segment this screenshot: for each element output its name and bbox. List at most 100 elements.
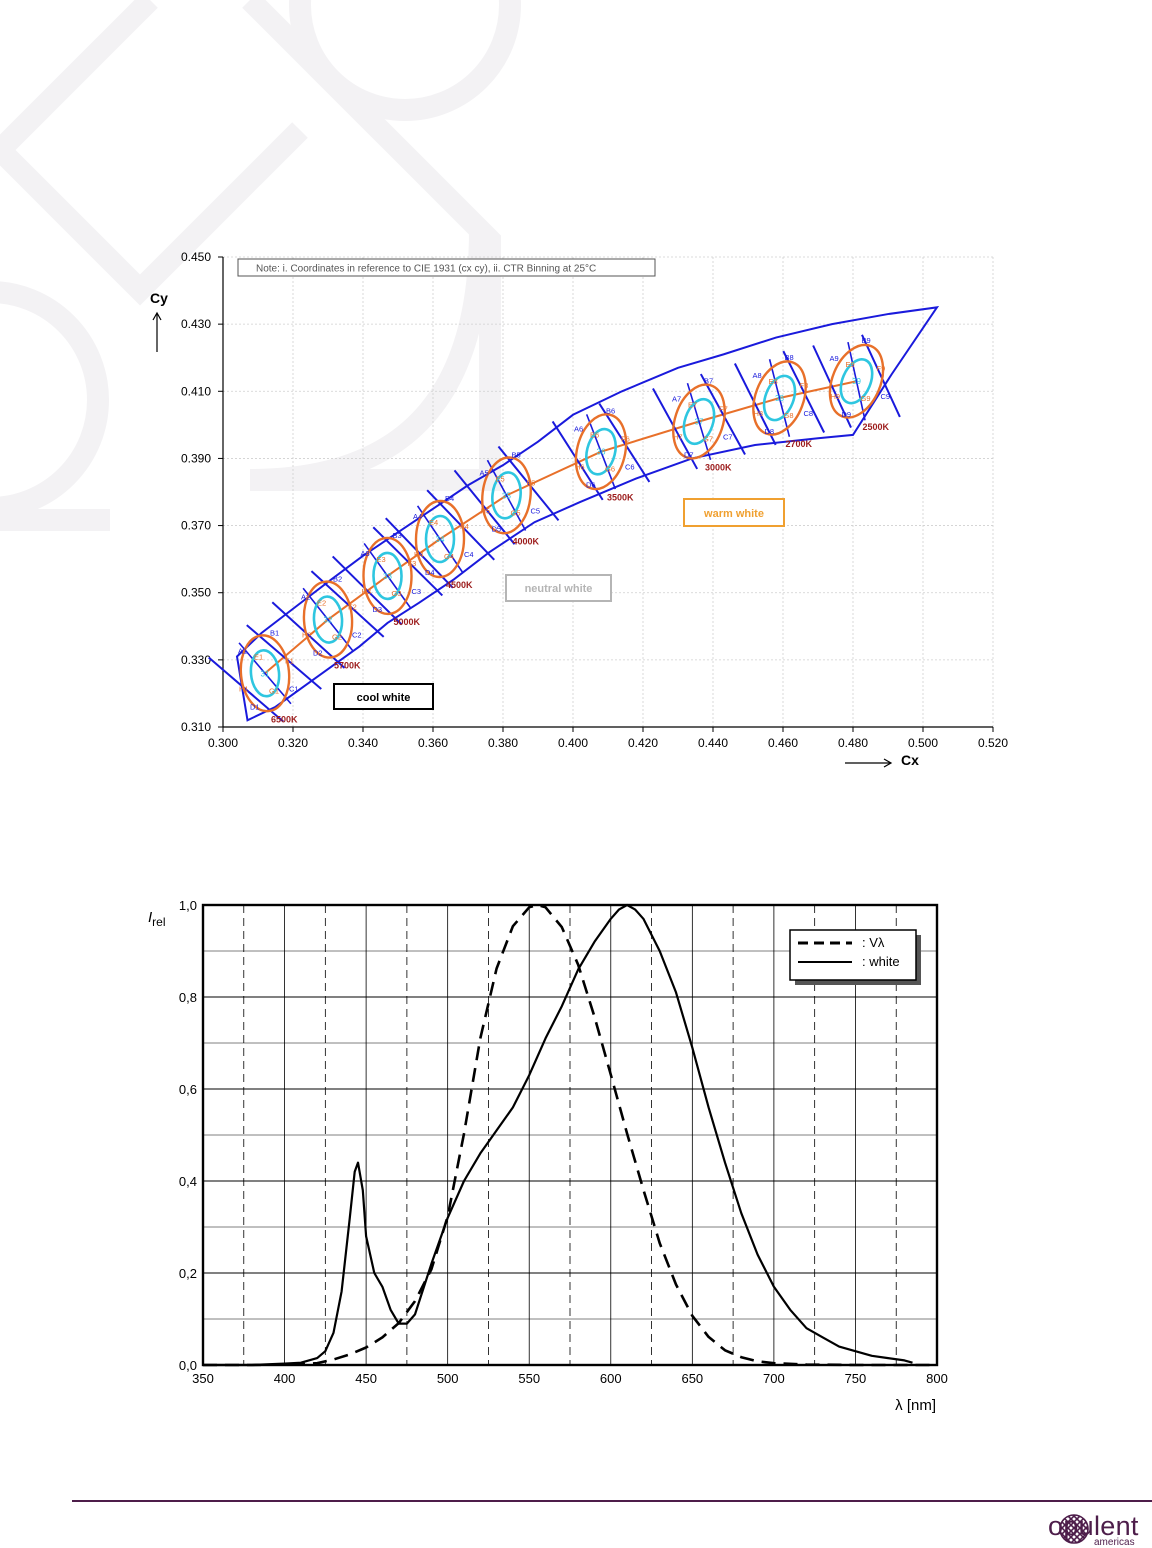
- bin-label: A4: [413, 512, 422, 521]
- region-cool-text: cool white: [357, 692, 411, 704]
- bin-label: E7: [688, 401, 697, 410]
- bin-label: B7: [704, 377, 713, 386]
- x-tick-label: 0.400: [558, 736, 588, 750]
- x-tick-label: 0.360: [418, 736, 448, 750]
- footer-divider: [72, 1500, 1152, 1502]
- y-tick-label: 0.330: [181, 653, 211, 667]
- tick-labels: 0.300 0.320 0.340 0.360 0.380 0.400 0.420 0.440…: [181, 250, 1008, 750]
- inner-bin-ellipse: [249, 649, 281, 698]
- outer-bin-ellipse: [828, 343, 885, 419]
- bin-label: F8: [800, 381, 809, 390]
- inner-bin-ellipse: [312, 595, 344, 644]
- bin-label: C5: [531, 506, 541, 515]
- plot-area: 31 A1 B1 C1 D1 E1 F1 G1 H1 6500K 32 A2 B2 C2 D2 E2 F2 G2 H…: [208, 306, 940, 724]
- bin-boundary-line: [453, 469, 516, 545]
- bin-label: B1: [270, 628, 279, 637]
- bin-label: B3: [393, 531, 402, 540]
- cct-label: 4500K: [446, 580, 473, 590]
- outer-bin-ellipse: [752, 360, 807, 436]
- y-tick-label: 0,4: [179, 1174, 197, 1189]
- bin-label: A6: [574, 425, 583, 434]
- cct-label: 5700K: [334, 661, 361, 671]
- y-tick-label: 0.390: [181, 451, 211, 465]
- chromaticity-bin-chart: 0.300 0.320 0.340 0.360 0.380 0.400 0.420 0.440…: [150, 250, 1008, 768]
- outer-bin-ellipse: [574, 413, 628, 491]
- bin-divider-line: [768, 359, 791, 437]
- y-tick-label: 0.450: [181, 250, 211, 264]
- bin-boundary-line: [551, 420, 604, 501]
- bin-label: D7: [684, 451, 694, 460]
- bin-label: G4: [444, 552, 454, 561]
- bin-label: A7: [672, 395, 681, 404]
- x-tick-label: 650: [681, 1371, 703, 1386]
- bin-label: A5: [480, 468, 489, 477]
- y-tick-label: 0.370: [181, 519, 211, 533]
- region-label-neutral: neutral white: [505, 574, 612, 602]
- bin-label: F9: [877, 364, 886, 373]
- bin-label: E8: [769, 377, 778, 386]
- bin-label: C1: [289, 684, 299, 693]
- bin-label: H2: [302, 631, 312, 640]
- bin-label: D2: [313, 649, 323, 658]
- bin-label: D4: [425, 568, 435, 577]
- bin-label: G3: [392, 589, 402, 598]
- bin-code-label: 38: [775, 394, 784, 403]
- y-tick-label: 0.310: [181, 720, 211, 734]
- axes: [218, 256, 994, 732]
- bin-label: G8: [784, 411, 794, 420]
- inner-bin-ellipse: [585, 427, 617, 476]
- plot-area: [203, 903, 937, 1367]
- bin-label: C3: [412, 587, 422, 596]
- y-tick-label: 0.350: [181, 586, 211, 600]
- bin-label: F7: [719, 405, 728, 414]
- bin-label: E1: [254, 652, 263, 661]
- bin-label: G6: [605, 465, 615, 474]
- grid: [222, 256, 994, 728]
- bin-label: C2: [352, 631, 362, 640]
- bin-label: A9: [830, 354, 839, 363]
- cct-label: 3000K: [705, 463, 732, 473]
- bin-label: E4: [429, 518, 438, 527]
- y-axis-title: Cy: [150, 290, 168, 306]
- x-tick-label: 0.480: [838, 736, 868, 750]
- bin-boundary-line: [497, 445, 560, 521]
- note-text: Note: i. Coordinates in reference to CIE…: [256, 264, 596, 275]
- x-tick-label: 0.440: [698, 736, 728, 750]
- bin-divider-line: [486, 459, 527, 531]
- outer-bin-ellipse: [362, 536, 413, 616]
- inner-bin-ellipse: [762, 374, 797, 422]
- bin-label: B5: [512, 450, 521, 459]
- bin-label: F3: [408, 559, 417, 568]
- bin-label: E9: [846, 360, 855, 369]
- bin-label: H8: [754, 409, 764, 418]
- x-axis-title: Cx: [901, 752, 919, 768]
- x-tick-label: 800: [926, 1371, 948, 1386]
- x-tick-label: 350: [192, 1371, 214, 1386]
- bin-code-label: 34: [436, 535, 445, 544]
- x-axis-label: Cx: [845, 752, 919, 768]
- bin-label: E6: [590, 431, 599, 440]
- bin-code-label: 31: [261, 669, 270, 678]
- bin-code-label: 39: [852, 377, 861, 386]
- y-tick-label: 0.430: [181, 317, 211, 331]
- outer-bin-ellipse: [414, 499, 466, 579]
- x-tick-label: 450: [355, 1371, 377, 1386]
- bin-label: A8: [753, 371, 762, 380]
- spectral-distribution-chart: 350 400 450 500 550 600 650 700 750 800 0,0 0,2 0,4 0…: [148, 898, 948, 1414]
- y-tick-label: 0,8: [179, 990, 197, 1005]
- bin-label: H5: [481, 506, 491, 515]
- inner-bin-ellipse: [839, 358, 874, 405]
- y-axis-label: Irel: [148, 909, 166, 929]
- bin-label: B9: [862, 336, 871, 345]
- x-tick-label: 550: [518, 1371, 540, 1386]
- bin-label: H6: [575, 463, 585, 472]
- bin-label: D1: [250, 702, 260, 711]
- bin-label: E2: [317, 599, 326, 608]
- y-tick-label: 0,6: [179, 1082, 197, 1097]
- bin-divider-line: [847, 341, 866, 421]
- bin-label: C8: [804, 409, 814, 418]
- x-tick-label: 750: [845, 1371, 867, 1386]
- bin-label: F5: [527, 478, 536, 487]
- x-tick-label: 0.380: [488, 736, 518, 750]
- region-label-warm: warm white: [683, 498, 785, 527]
